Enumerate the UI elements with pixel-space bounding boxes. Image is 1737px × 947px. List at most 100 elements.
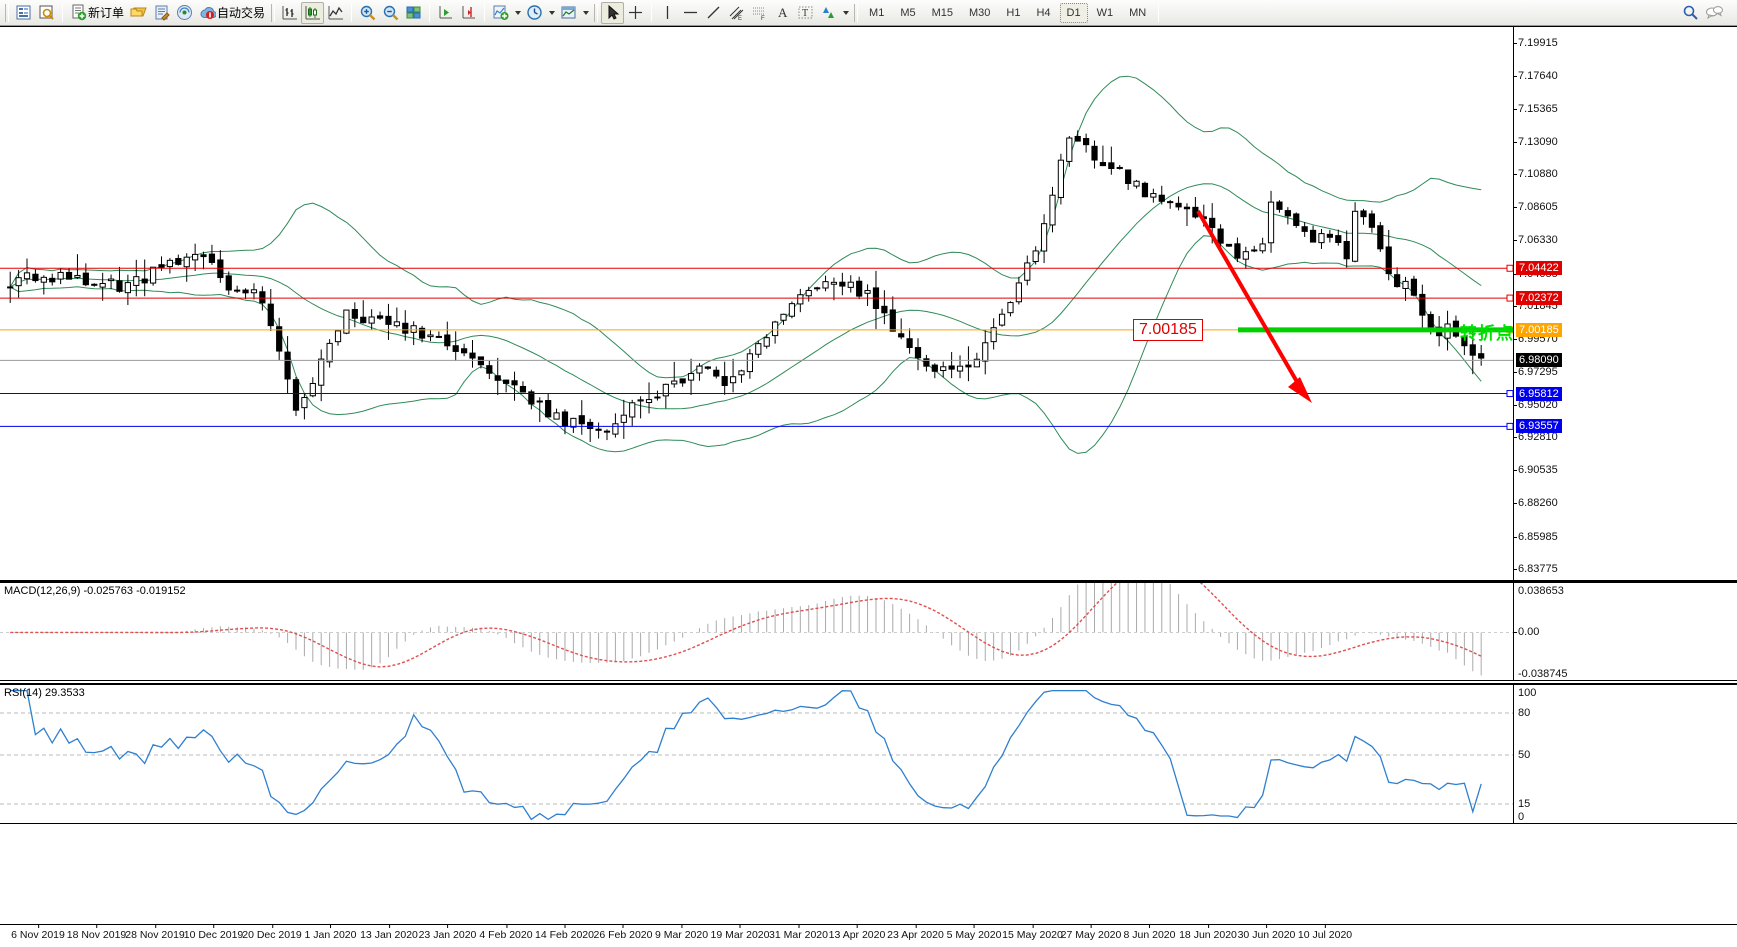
rsi-axis[interactable]: 100 80 50 15 0 — [1513, 685, 1737, 823]
timeframe-h4[interactable]: H4 — [1036, 6, 1051, 19]
market-watch-button[interactable] — [12, 2, 35, 24]
timeframe-m5[interactable]: M5 — [900, 6, 916, 19]
date-tick: 26 Feb 2020 — [593, 924, 653, 941]
cursor-button[interactable] — [601, 1, 625, 24]
date-tick: 14 Feb 2020 — [535, 924, 594, 941]
auto-trading-label: 自动交易 — [217, 6, 266, 20]
date-tick: 27 May 2020 — [1060, 924, 1122, 941]
timeframe-m1[interactable]: M1 — [869, 6, 885, 19]
indicators-button[interactable] — [489, 2, 512, 24]
timeframe-mn[interactable]: MN — [1129, 6, 1147, 19]
turning-point-label[interactable]: 转折点 — [1460, 323, 1514, 343]
timeframe-d1[interactable]: D1 — [1059, 2, 1088, 23]
price-level-label[interactable]: 6.95812 — [1516, 386, 1562, 401]
zoom-in-button[interactable] — [356, 2, 379, 24]
trendline-button[interactable] — [702, 2, 725, 24]
date-tick: 18 Jun 2020 — [1179, 924, 1237, 941]
periods-dropdown-arrow[interactable] — [546, 2, 557, 24]
toolbar-grip[interactable] — [5, 3, 9, 22]
bar-chart-icon — [281, 4, 298, 21]
toolbar-grip-2[interactable] — [271, 3, 276, 22]
auto-trading-button[interactable]: 自动交易 — [196, 2, 268, 24]
line-chart-icon — [327, 4, 344, 21]
svg-text:F: F — [761, 16, 765, 21]
auto-trading-icon — [199, 4, 217, 21]
templates-dropdown-arrow[interactable] — [580, 2, 591, 24]
signals-button[interactable] — [173, 2, 196, 24]
data-window-button[interactable] — [35, 2, 58, 24]
shapes-dropdown-arrow[interactable] — [840, 2, 851, 24]
timeframe-w1[interactable]: W1 — [1096, 6, 1114, 19]
chart-shift-button[interactable] — [457, 2, 480, 24]
auto-scroll-button[interactable] — [434, 2, 457, 24]
svg-text:A: A — [778, 5, 788, 20]
macd-tick: 0.038653 — [1518, 585, 1564, 597]
signal-icon — [176, 4, 193, 21]
arrows-icon — [820, 4, 837, 21]
text-label-button[interactable]: T — [794, 2, 817, 24]
price-axis[interactable]: 7.19915 7.17640 7.15365 7.13090 7.10880 7.086… — [1513, 27, 1737, 580]
timeframe-h1[interactable]: H1 — [1006, 6, 1021, 19]
new-order-button[interactable]: 新订单 — [67, 2, 127, 24]
tile-windows-icon — [405, 4, 422, 21]
zoom-in-icon — [359, 4, 376, 21]
price-tag-annotation[interactable]: 7.00185 — [1133, 318, 1203, 341]
horizontal-line-button[interactable] — [679, 2, 702, 24]
folder-icon — [130, 4, 147, 21]
crosshair-button[interactable] — [624, 2, 647, 24]
vertical-line-button[interactable] — [656, 2, 679, 24]
cursor-icon — [604, 4, 621, 21]
price-level-label[interactable]: 6.93557 — [1516, 419, 1562, 434]
price-level-label[interactable]: 7.02372 — [1516, 291, 1562, 306]
price-tick: 7.10880 — [1514, 168, 1558, 181]
periods-button[interactable] — [523, 2, 546, 24]
main-toolbar: 新订单 自动交易 — [0, 0, 1737, 26]
macd-tick: -0.038745 — [1518, 668, 1568, 680]
price-level-label[interactable]: 6.98090 — [1516, 353, 1562, 368]
fibonacci-icon: F — [751, 4, 768, 21]
date-tick: 10 Jul 2020 — [1297, 924, 1353, 941]
price-tick: 6.97295 — [1514, 365, 1558, 378]
toolbar-separator-3 — [429, 3, 431, 22]
zoom-out-button[interactable] — [379, 2, 402, 24]
toolbar-separator-6 — [1158, 3, 1160, 22]
clock-icon — [526, 4, 543, 21]
trendline-icon — [705, 4, 722, 21]
toolbar-grip-4[interactable] — [854, 3, 859, 22]
timeframe-m30[interactable]: M30 — [969, 6, 991, 19]
price-tick: 6.88260 — [1514, 497, 1558, 510]
chat-button[interactable] — [1702, 2, 1727, 24]
macd-pane[interactable]: MACD(12,26,9) -0.025763 -0.019152 0.0386… — [0, 581, 1737, 681]
toolbar-grip-3[interactable] — [594, 3, 599, 22]
shapes-arrows-button[interactable] — [817, 2, 840, 24]
line-chart-button[interactable] — [324, 2, 347, 24]
date-tick: 13 Apr 2020 — [828, 924, 886, 941]
equidistant-channel-button[interactable]: E — [725, 2, 748, 24]
price-level-label[interactable]: 7.00185 — [1516, 322, 1562, 337]
candlestick-chart-button[interactable] — [301, 1, 325, 24]
timeframe-m15[interactable]: M15 — [931, 6, 953, 19]
date-tick: 10 Dec 2019 — [183, 924, 244, 941]
date-tick: 13 Jan 2020 — [360, 924, 418, 941]
date-tick: 20 Dec 2019 — [242, 924, 302, 941]
tile-windows-button[interactable] — [402, 2, 425, 24]
price-chart-pane[interactable]: 7.19915 7.17640 7.15365 7.13090 7.10880 7.086… — [0, 26, 1737, 581]
price-level-label[interactable]: 7.04422 — [1516, 261, 1562, 276]
rsi-pane[interactable]: RSI(14) 29.3533 100 80 50 15 0 — [0, 683, 1737, 824]
fibonacci-button[interactable]: F — [748, 2, 771, 24]
metaeditor-button[interactable] — [150, 2, 173, 24]
search-button[interactable] — [1679, 2, 1702, 24]
date-axis[interactable]: 6 Nov 2019 18 Nov 2019 28 Nov 2019 10 Dec 2… — [0, 924, 1737, 947]
chat-icon — [1705, 4, 1724, 21]
bar-chart-button[interactable] — [278, 2, 301, 24]
templates-button[interactable] — [557, 2, 580, 24]
magnifier-window-icon — [38, 4, 55, 21]
expert-advisors-button[interactable] — [127, 2, 150, 24]
indicators-dropdown-arrow[interactable] — [512, 2, 523, 24]
macd-axis[interactable]: 0.038653 0.00 -0.038745 — [1513, 583, 1737, 680]
chart-shift-icon — [460, 4, 477, 21]
text-button[interactable]: A — [771, 2, 794, 24]
rsi-tick: 80 — [1518, 707, 1531, 719]
date-tick: 23 Apr 2020 — [887, 924, 944, 941]
svg-text:E: E — [738, 16, 742, 21]
